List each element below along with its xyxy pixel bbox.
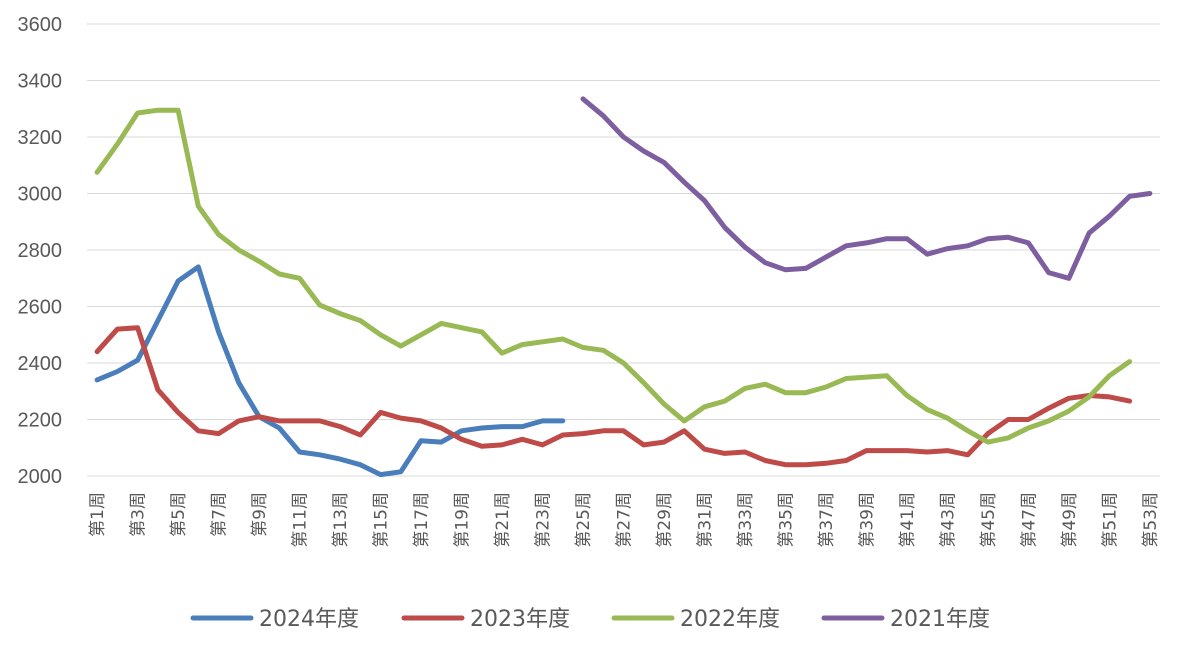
x-axis-tick-labels: 第1周 第3周 第5周 第7周 第9周 第11周 第13周 第15周 第17周 第19周 第21周 第… bbox=[88, 492, 1161, 548]
x-tick-label: 第39周 bbox=[857, 492, 877, 548]
x-tick-label: 第27周 bbox=[615, 492, 635, 548]
x-tick-label: 第17周 bbox=[412, 492, 432, 548]
x-tick-label: 第35周 bbox=[776, 492, 796, 548]
x-tick-label: 第13周 bbox=[331, 492, 351, 548]
x-tick-label: 第11周 bbox=[291, 492, 311, 548]
y-tick-label: 3400 bbox=[18, 71, 63, 93]
x-tick-label: 第1周 bbox=[88, 492, 108, 537]
x-tick-label: 第7周 bbox=[210, 492, 230, 537]
series-line-3 bbox=[94, 107, 1133, 445]
series-line-4 bbox=[580, 96, 1153, 281]
x-tick-label: 第21周 bbox=[493, 492, 513, 548]
y-tick-label: 2400 bbox=[18, 353, 63, 375]
legend-label: 2021年度 bbox=[890, 607, 990, 632]
x-tick-label: 第9周 bbox=[250, 492, 270, 537]
x-tick-label: 第53周 bbox=[1141, 492, 1161, 548]
x-tick-label: 第49周 bbox=[1060, 492, 1080, 548]
y-tick-label: 2600 bbox=[18, 297, 63, 319]
x-tick-label: 第29周 bbox=[655, 492, 675, 548]
gridlines bbox=[87, 23, 1160, 477]
x-tick-label: 第51周 bbox=[1100, 492, 1120, 548]
x-tick-label: 第19周 bbox=[453, 492, 473, 548]
series-line-2 bbox=[94, 325, 1133, 468]
series-line-1 bbox=[94, 264, 566, 478]
y-tick-label: 2800 bbox=[18, 240, 63, 262]
series-lines bbox=[94, 96, 1153, 478]
x-tick-label: 第15周 bbox=[372, 492, 392, 548]
x-tick-label: 第3周 bbox=[129, 492, 149, 537]
x-tick-label: 第43周 bbox=[938, 492, 958, 548]
x-tick-label: 第45周 bbox=[979, 492, 999, 548]
legend-label: 2024年度 bbox=[259, 607, 359, 632]
x-tick-label: 第23周 bbox=[534, 492, 554, 548]
x-tick-label: 第41周 bbox=[898, 492, 918, 548]
y-tick-label: 2200 bbox=[18, 410, 63, 432]
x-tick-label: 第5周 bbox=[169, 492, 189, 537]
x-tick-label: 第37周 bbox=[817, 492, 837, 548]
y-tick-label: 3000 bbox=[18, 184, 63, 206]
y-tick-label: 3600 bbox=[18, 14, 63, 36]
y-tick-label: 2000 bbox=[18, 466, 63, 488]
legend: 2024年度 2023年度 2022年度 2021年度 bbox=[190, 607, 990, 632]
x-tick-label: 第31周 bbox=[695, 492, 715, 548]
x-tick-label: 第33周 bbox=[736, 492, 756, 548]
x-tick-label: 第25周 bbox=[574, 492, 594, 548]
legend-label: 2023年度 bbox=[470, 607, 570, 632]
x-tick-label: 第47周 bbox=[1019, 492, 1039, 548]
y-tick-label: 3200 bbox=[18, 127, 63, 149]
legend-label: 2022年度 bbox=[680, 607, 780, 632]
y-axis-tick-labels: 2000 2200 2400 2600 2800 3000 3200 3400 3600 bbox=[18, 14, 63, 488]
